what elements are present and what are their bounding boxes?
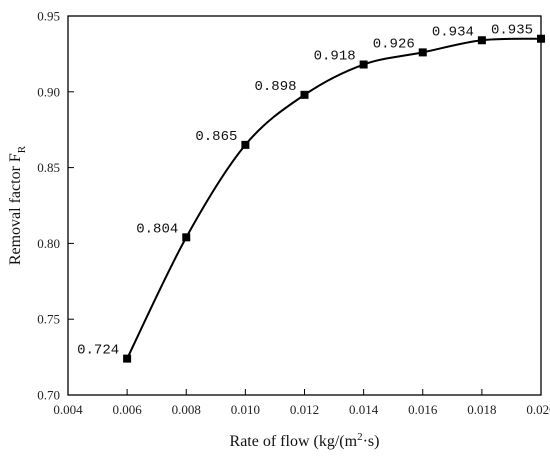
data-label: 0.918 (314, 49, 356, 65)
x-tick-label: 0.012 (290, 402, 319, 417)
data-label: 0.898 (254, 79, 296, 95)
x-tick-label: 0.018 (467, 402, 496, 417)
data-point (418, 48, 427, 57)
data-point (359, 60, 368, 69)
y-tick-label: 0.80 (37, 236, 60, 251)
x-tick-label: 0.016 (408, 402, 438, 417)
data-point (123, 354, 132, 363)
x-tick-label: 0.010 (231, 402, 260, 417)
x-tick-label: 0.014 (349, 402, 379, 417)
data-point (241, 140, 250, 149)
data-label: 0.865 (195, 129, 237, 145)
y-axis-title: Removal factor FR (7, 145, 28, 265)
series-markers (123, 34, 545, 363)
data-labels: 0.724 0.804 0.865 0.898 0.918 0.926 0.934 0.935 (77, 23, 533, 359)
y-axis: 0.70 0.75 0.80 0.85 0.90 0.95 (37, 9, 74, 403)
data-label: 0.935 (491, 23, 533, 39)
data-point (182, 233, 191, 242)
data-label: 0.926 (373, 36, 415, 52)
data-point (477, 36, 486, 45)
x-tick-label: 0.004 (53, 402, 83, 417)
data-label: 0.724 (77, 343, 119, 359)
y-tick-label: 0.90 (37, 84, 60, 99)
x-tick-label: 0.020 (526, 402, 550, 417)
x-tick-label: 0.006 (113, 402, 143, 417)
y-tick-label: 0.95 (37, 9, 60, 24)
y-tick-label: 0.85 (37, 160, 60, 175)
x-tick-label: 0.008 (172, 402, 201, 417)
data-label: 0.934 (432, 24, 474, 40)
x-axis-title: Rate of flow (kg/(m2·s) (230, 431, 380, 450)
y-tick-label: 0.75 (37, 312, 60, 327)
y-tick-label: 0.70 (37, 388, 60, 403)
plot-frame (67, 15, 542, 396)
x-axis: 0.004 0.006 0.008 0.010 0.012 0.014 0.016 0.018… (53, 389, 550, 417)
data-point (300, 90, 309, 99)
data-point (537, 34, 545, 43)
data-label: 0.804 (136, 221, 178, 237)
series-line (126, 37, 542, 360)
